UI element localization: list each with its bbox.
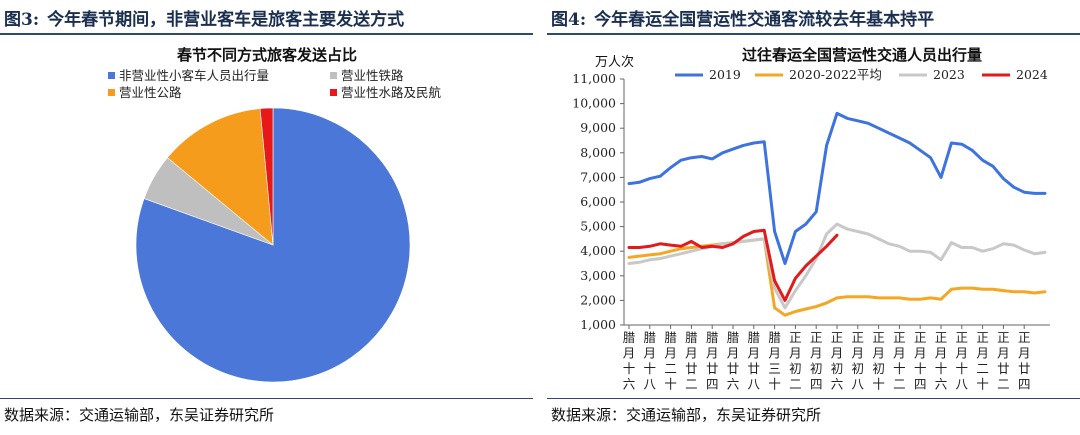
pie-slice xyxy=(135,107,411,383)
x-tick-label: 正月十二 xyxy=(893,330,906,392)
y-tick-label: 10,000 xyxy=(572,96,616,111)
x-tick-label: 正月初十 xyxy=(872,330,885,392)
legend-label: 2020-2022平均 xyxy=(789,67,882,82)
legend-swatch xyxy=(108,89,115,96)
x-tick-label: 正月初八 xyxy=(852,330,865,392)
title-divider xyxy=(547,33,1080,35)
pie-slices xyxy=(135,107,411,383)
line-chart: 过往春运全国营运性交通人员出行量 万人次 2019 2020-2022平均 2023… xyxy=(572,46,1050,392)
pie-slice xyxy=(259,107,274,246)
figure-number: 图3: xyxy=(4,10,40,30)
x-tick-label: 腊月十八 xyxy=(644,330,657,392)
series-line-2023 xyxy=(627,222,1047,310)
y-tick-label: 8,000 xyxy=(580,145,616,160)
line-legend: 2019 2020-2022平均 2023 2024 xyxy=(675,67,1048,82)
left-figure-panel: 图3: 今年春节期间，非营业客车是旅客主要发送方式 春节不同方式旅客发送占比 非营… xyxy=(0,0,533,435)
legend-swatch xyxy=(330,89,337,96)
y-tick-label: 9,000 xyxy=(580,120,616,135)
legend-swatch xyxy=(108,72,115,79)
x-tick-label: 腊月廿二 xyxy=(685,330,698,392)
y-tick-label: 1,000 xyxy=(580,317,616,332)
source-divider xyxy=(0,398,533,399)
y-tick-label: 2,000 xyxy=(580,292,616,307)
legend-label: 2019 xyxy=(709,67,741,82)
x-tick-label: 正月初六 xyxy=(831,330,844,392)
line-chart-title: 过往春运全国营运性交通人员出行量 xyxy=(742,46,982,64)
legend-label: 2024 xyxy=(1016,67,1048,82)
figure-title: 图4: 今年春运全国营运性交通客流较去年基本持平 xyxy=(551,5,934,30)
x-tick-label: 正月二十 xyxy=(976,330,989,392)
x-tick-label: 腊月廿四 xyxy=(706,330,719,392)
x-tick-label: 腊月廿六 xyxy=(727,330,740,392)
legend-label: 营业性水路及民航 xyxy=(341,85,442,100)
figure-title-text: 今年春运全国营运性交通客流较去年基本持平 xyxy=(594,10,935,30)
line-axes: 1,000 2,000 3,000 4,000 5,000 6,000 7,000 8,000… xyxy=(572,71,1050,392)
y-tick-label: 5,000 xyxy=(580,219,616,234)
y-axis-unit: 万人次 xyxy=(595,54,634,70)
y-tick-label: 6,000 xyxy=(580,194,616,209)
x-tick-label: 腊月三十 xyxy=(768,330,781,392)
x-tick-label: 腊月二十 xyxy=(664,330,677,392)
x-tick-label: 正月初二 xyxy=(789,330,802,392)
pie-chart-title: 春节不同方式旅客发送占比 xyxy=(177,46,357,64)
y-tick-label: 4,000 xyxy=(580,243,616,258)
x-tick-label: 正月十四 xyxy=(914,330,927,392)
x-tick-label: 腊月十六 xyxy=(623,330,636,392)
x-tick-label: 腊月廿八 xyxy=(748,330,761,392)
x-tick-label: 正月十八 xyxy=(956,330,969,392)
legend-label: 营业性铁路 xyxy=(341,68,404,83)
pie-slice xyxy=(167,108,274,246)
y-tick-label: 3,000 xyxy=(580,268,616,283)
legend-label: 2023 xyxy=(933,67,965,82)
line-series xyxy=(627,111,1047,317)
right-figure-panel: 图4: 今年春运全国营运性交通客流较去年基本持平 过往春运全国营运性交通人员出行量… xyxy=(547,0,1080,435)
y-tick-label: 11,000 xyxy=(572,71,616,86)
x-tick-label: 正月十六 xyxy=(935,330,948,392)
x-tick-label: 正月廿二 xyxy=(997,330,1010,392)
legend-label: 营业性公路 xyxy=(119,85,182,100)
legend-label: 非营业性小客车人员出行量 xyxy=(119,68,269,83)
title-divider xyxy=(0,33,533,35)
x-tick-label: 正月初四 xyxy=(810,330,823,392)
source-note: 数据来源：交通运输部，东吴证券研究所 xyxy=(4,406,275,424)
figure-title-text: 今年春节期间，非营业客车是旅客主要发送方式 xyxy=(47,10,405,30)
legend-swatch xyxy=(330,72,337,79)
figure-number: 图4: xyxy=(551,10,587,30)
x-tick-label: 正月廿四 xyxy=(1018,330,1031,392)
series-line-2019 xyxy=(627,111,1047,265)
y-tick-label: 7,000 xyxy=(580,169,616,184)
series-line-2024 xyxy=(627,228,839,302)
source-note: 数据来源：交通运输部，东吴证券研究所 xyxy=(551,406,822,424)
source-divider xyxy=(547,398,1080,399)
figure-title: 图3: 今年春节期间，非营业客车是旅客主要发送方式 xyxy=(4,5,404,30)
